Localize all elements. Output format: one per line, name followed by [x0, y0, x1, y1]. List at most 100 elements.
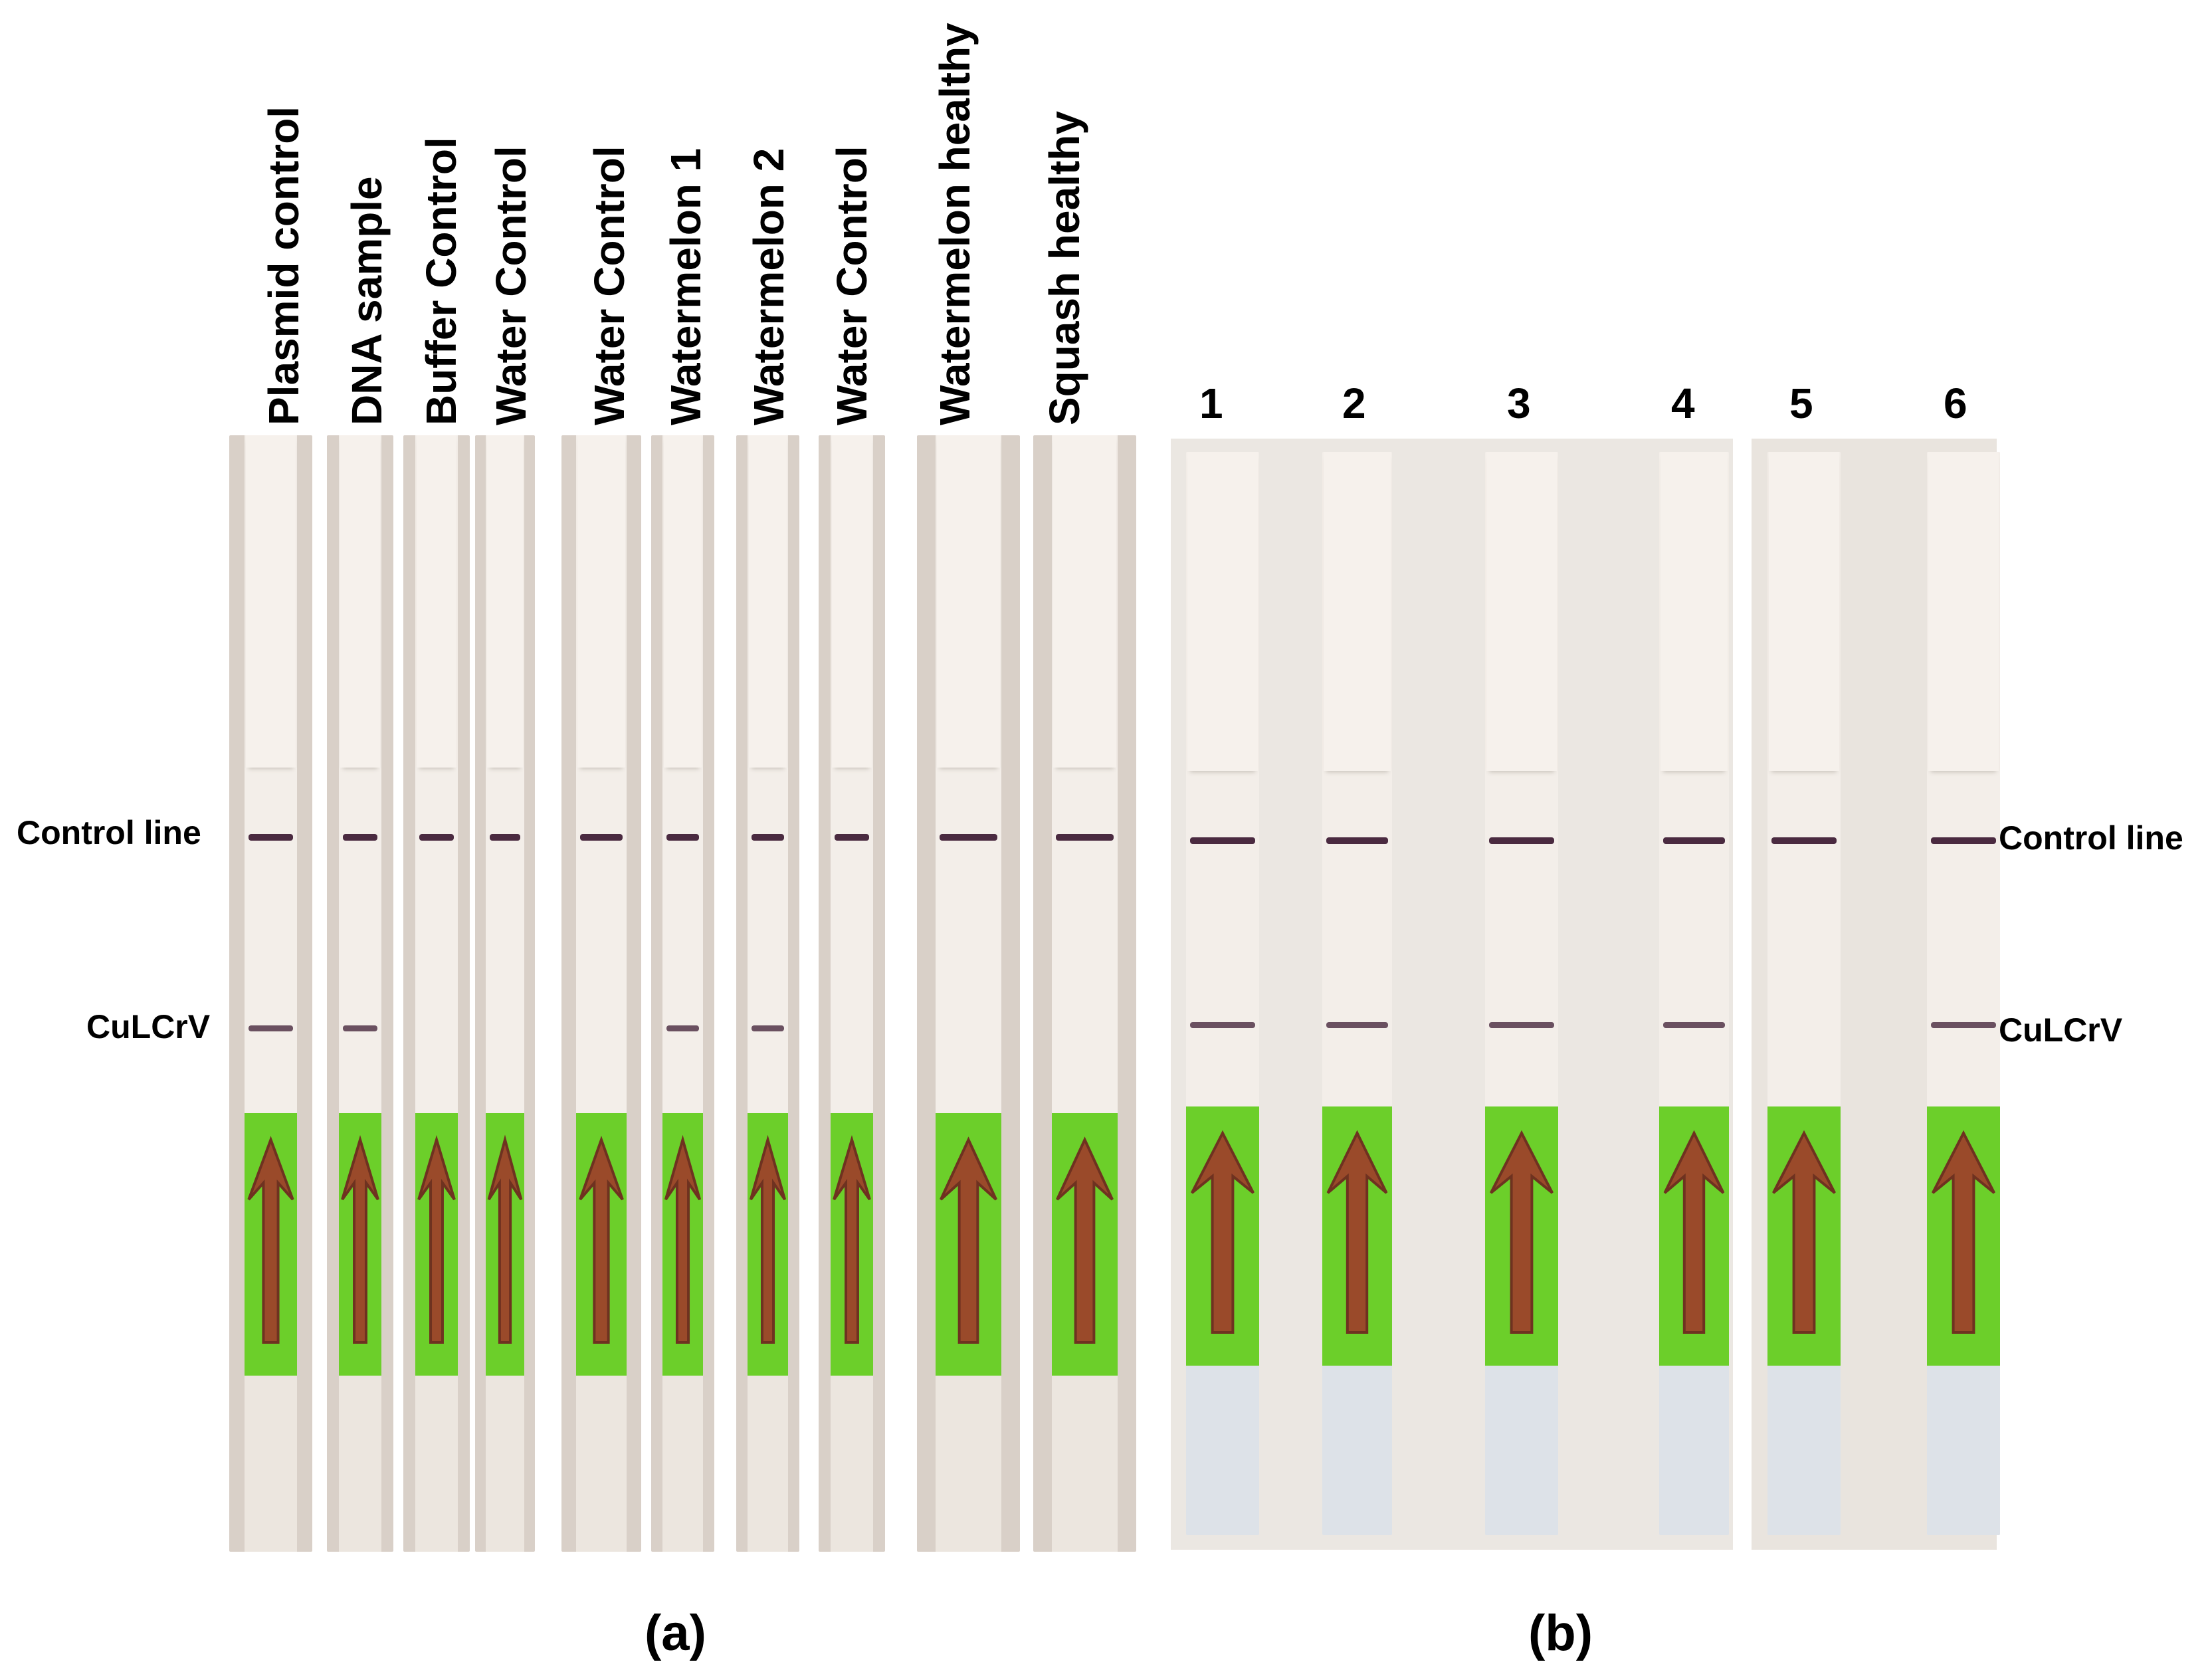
- right-control-line-label: Control line: [1999, 819, 2183, 857]
- test-line: [1489, 1022, 1554, 1028]
- arrow-icon: [417, 1135, 456, 1344]
- test-line: [1931, 1022, 1996, 1028]
- arrow-icon: [1056, 1136, 1114, 1344]
- sample-pad: [1927, 1366, 2000, 1535]
- control-line: [1190, 837, 1255, 844]
- strip-a-7: [736, 435, 799, 1552]
- left-culcrv-label: CuLCrV: [86, 1008, 211, 1045]
- lane-label-dna-sample: DNA sample: [343, 176, 391, 425]
- strip-absorbent-pad: [937, 435, 1000, 768]
- sample-pad: [748, 1376, 788, 1552]
- arrow-icon: [1191, 1130, 1255, 1334]
- control-line: [752, 834, 784, 841]
- strip-a-6: [651, 435, 714, 1552]
- strip-b-1: [1186, 452, 1259, 1535]
- control-line: [343, 834, 377, 841]
- sample-pad: [662, 1376, 703, 1552]
- sample-pad: [1485, 1366, 1558, 1535]
- panel-b-label: (b): [1528, 1605, 1593, 1661]
- sample-pad: [1186, 1366, 1259, 1535]
- control-line: [580, 834, 623, 841]
- panel-a-label: (a): [645, 1605, 706, 1661]
- green-label: [662, 1113, 703, 1376]
- green-label: [339, 1113, 381, 1376]
- lane-number-6: 6: [1944, 379, 1967, 427]
- strip-a-8: [819, 435, 885, 1552]
- right-culcrv-label: CuLCrV: [1999, 1011, 2123, 1049]
- arrow-icon: [1326, 1130, 1388, 1334]
- sample-pad: [1322, 1366, 1392, 1535]
- strip-a-3: [403, 435, 470, 1552]
- control-line: [490, 834, 520, 841]
- control-line: [1663, 837, 1725, 844]
- strip-b-2: [1322, 452, 1392, 1535]
- green-label: [576, 1113, 627, 1376]
- green-label: [1052, 1113, 1118, 1376]
- arrow-icon: [579, 1136, 624, 1344]
- green-label: [1927, 1106, 2000, 1366]
- strip-b-5: [1767, 452, 1841, 1535]
- control-line: [940, 834, 997, 841]
- green-label: [415, 1113, 458, 1376]
- lane-label-squash-healthy: Squash healthy: [1041, 111, 1088, 425]
- arrow-icon: [749, 1134, 787, 1344]
- lane-label-buffer-control: Buffer Control: [417, 137, 465, 425]
- control-line: [1489, 837, 1554, 844]
- strip-a-10: [1033, 435, 1136, 1552]
- strip-absorbent-pad: [417, 435, 456, 768]
- strip-a-2: [327, 435, 393, 1552]
- lane-number-3: 3: [1507, 379, 1531, 427]
- lane-label-plasmid-control: Plasmid control: [260, 106, 308, 425]
- panel-b-photo-left: [1171, 439, 1733, 1550]
- sample-pad: [576, 1376, 627, 1552]
- strip-absorbent-pad: [487, 435, 523, 768]
- strip-absorbent-pad: [1660, 452, 1728, 771]
- strip-a-5: [561, 435, 641, 1552]
- test-line: [249, 1025, 293, 1031]
- green-label: [1322, 1106, 1392, 1366]
- lane-number-4: 4: [1671, 379, 1695, 427]
- lane-number-1: 1: [1199, 379, 1223, 427]
- arrow-icon: [1932, 1130, 1995, 1334]
- strip-absorbent-pad: [1324, 452, 1391, 771]
- strip-absorbent-pad: [340, 435, 380, 768]
- arrow-icon: [247, 1136, 294, 1344]
- lane-number-2: 2: [1342, 379, 1366, 427]
- strip-a-4: [475, 435, 535, 1552]
- strip-absorbent-pad: [1053, 435, 1116, 768]
- green-label: [748, 1113, 788, 1376]
- control-line: [666, 834, 699, 841]
- green-label: [831, 1113, 873, 1376]
- strip-absorbent-pad: [1486, 452, 1557, 771]
- control-line: [1056, 834, 1114, 841]
- arrow-icon: [940, 1136, 997, 1344]
- strip-absorbent-pad: [832, 435, 872, 768]
- sample-pad: [486, 1376, 524, 1552]
- sample-pad: [936, 1376, 1001, 1552]
- lane-label-water-control-3: Water Control: [828, 146, 876, 425]
- test-line: [1663, 1022, 1725, 1028]
- arrow-icon: [833, 1135, 871, 1344]
- sample-pad: [1052, 1376, 1118, 1552]
- strip-absorbent-pad: [664, 435, 702, 768]
- lane-label-water-control-2: Water Control: [585, 146, 633, 425]
- control-line: [1931, 837, 1996, 844]
- strip-a-1: [229, 435, 312, 1552]
- lane-number-5: 5: [1789, 379, 1813, 427]
- green-label: [1485, 1106, 1558, 1366]
- sample-pad: [339, 1376, 381, 1552]
- green-label: [1186, 1106, 1259, 1366]
- control-line: [1771, 837, 1837, 844]
- strip-b-3: [1485, 452, 1558, 1535]
- test-line: [666, 1025, 699, 1031]
- lane-label-water-control-1: Water Control: [487, 146, 535, 425]
- lane-label-watermelon-healthy: Watermelon healthy: [931, 23, 979, 425]
- strip-b-4: [1659, 452, 1729, 1535]
- lane-label-watermelon-1: Watermelon 1: [662, 148, 710, 425]
- green-label: [1659, 1106, 1729, 1366]
- test-line: [343, 1025, 377, 1031]
- green-label: [486, 1113, 524, 1376]
- green-label: [245, 1113, 297, 1376]
- arrow-icon: [1663, 1130, 1725, 1334]
- control-line: [835, 834, 869, 841]
